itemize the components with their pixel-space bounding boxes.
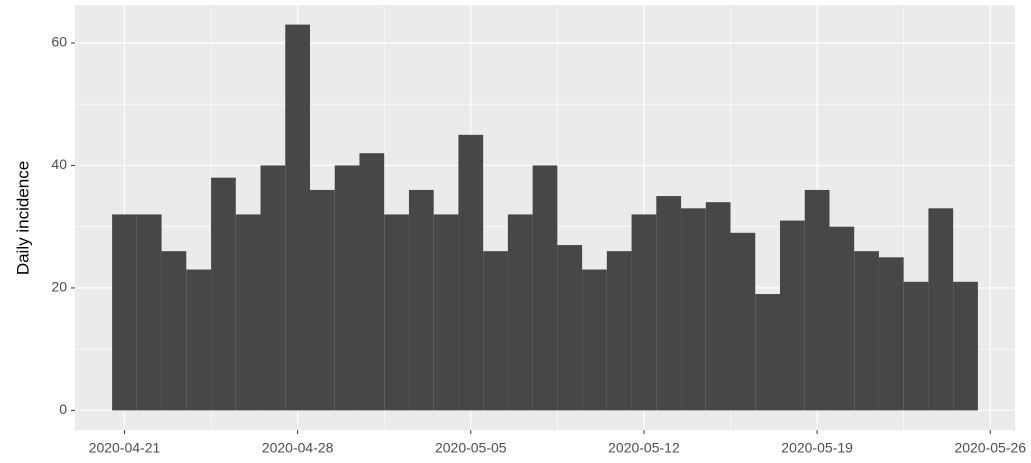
bar — [211, 177, 236, 411]
x-tick-label: 2020-05-05 — [435, 440, 507, 456]
bar — [310, 189, 335, 411]
x-tick-label: 2020-05-12 — [608, 440, 680, 456]
x-tick-label: 2020-05-26 — [954, 440, 1026, 456]
bar — [755, 294, 780, 411]
bar — [483, 251, 508, 411]
bar — [854, 251, 879, 411]
x-tick-label: 2020-04-28 — [262, 440, 334, 456]
bar — [557, 245, 583, 411]
bar — [953, 281, 978, 411]
bar — [804, 189, 830, 411]
bar — [631, 214, 657, 411]
bar — [285, 24, 310, 411]
bar — [829, 226, 855, 411]
x-tick-label: 2020-05-19 — [781, 440, 853, 456]
y-tick-label: 20 — [51, 279, 67, 295]
y-axis-title: Daily incidence — [13, 161, 32, 275]
bar — [681, 208, 706, 411]
bar — [359, 153, 385, 411]
bar — [136, 214, 162, 411]
bar — [384, 214, 409, 411]
bar — [408, 189, 434, 411]
bar — [606, 251, 632, 411]
bar — [507, 214, 533, 411]
bar — [260, 165, 286, 411]
bar — [730, 232, 756, 411]
bar — [458, 134, 484, 411]
bar — [878, 257, 904, 411]
bar — [928, 208, 954, 411]
bar — [532, 165, 558, 411]
y-tick-label: 0 — [59, 401, 67, 417]
bar — [780, 220, 805, 411]
bar — [656, 196, 682, 411]
bar — [161, 251, 187, 411]
bar — [112, 214, 137, 411]
bar — [903, 281, 929, 411]
bar — [582, 269, 607, 411]
bar — [433, 214, 459, 411]
bar — [705, 202, 731, 411]
y-tick-label: 40 — [51, 156, 67, 172]
y-tick-label: 60 — [51, 34, 67, 50]
bar — [334, 165, 360, 411]
x-tick-label: 2020-04-21 — [89, 440, 161, 456]
bar — [186, 269, 212, 411]
bar — [235, 214, 261, 411]
